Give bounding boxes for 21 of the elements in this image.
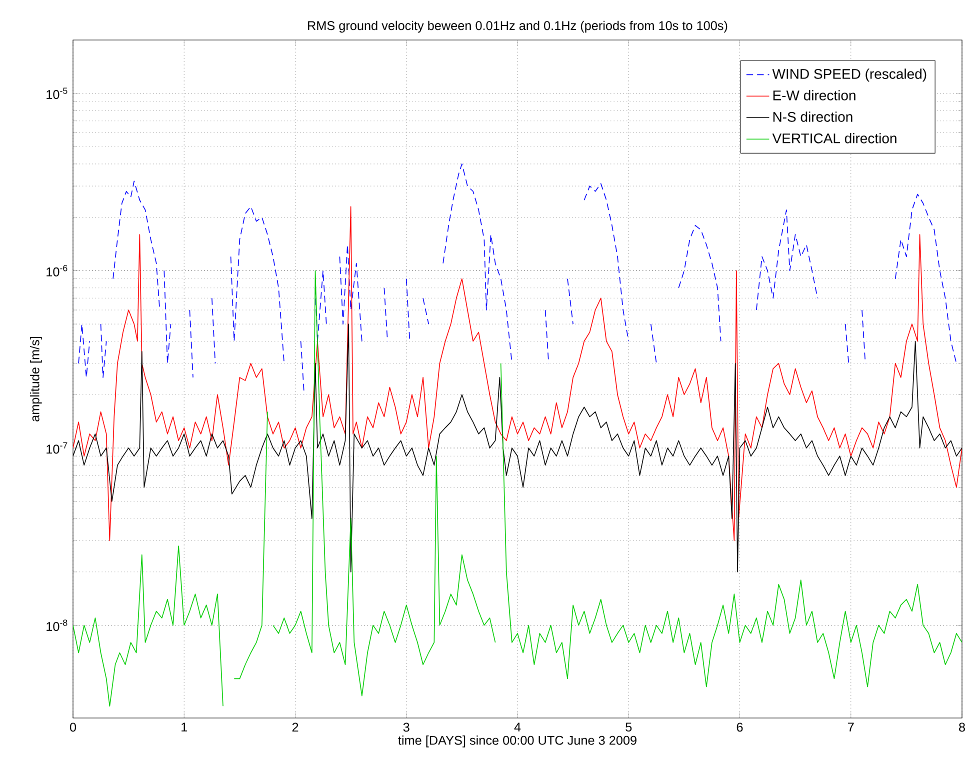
y-tick-label: 10$^{-6}$ [46,264,68,276]
y-tick-label: 10$^{-5}$ [46,88,68,100]
line-series [73,206,962,542]
y-tick-label: 10$^{-8}$ [46,620,68,631]
x-tick-label: 1 [182,722,188,732]
x-tick-label: 7 [848,722,854,732]
x-tick-label: 2 [292,722,298,732]
x-axis-title: time [DAYS] since 00:00 UTC June 3 2009 [398,736,636,748]
chart-title: RMS ground velocity beween 0.01Hz and 0.1Hz (periods from 10s to 100s) [308,20,728,33]
x-tick-label: 5 [626,722,632,732]
x-tick-label: 4 [514,722,521,732]
legend-label: E-W direction [773,90,856,100]
x-tick-label: 3 [403,722,410,732]
legend-label: VERTICAL direction [772,133,896,144]
x-tick-label: 6 [736,722,743,732]
legend-label: N-S direction [773,112,852,122]
y-tick-label: 10$^{-7}$ [46,442,68,454]
y-axis-title: amplitude [m/s] [30,336,42,422]
legend-label: WIND SPEED (rescaled) [772,68,926,82]
x-tick-label: 0 [70,722,76,732]
x-tick-label: 8 [959,722,965,732]
